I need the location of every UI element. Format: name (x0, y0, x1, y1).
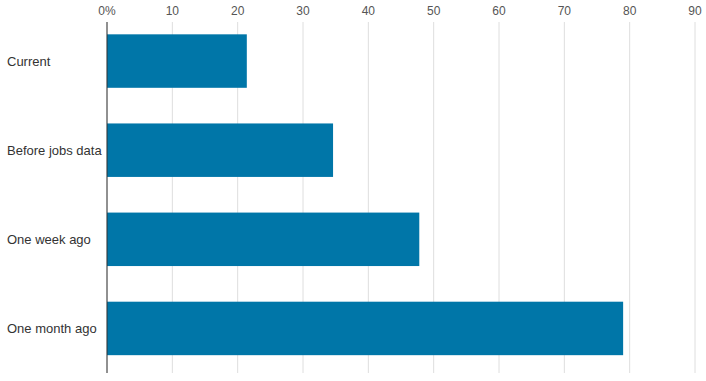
chart: 0% 10 20 30 40 50 60 70 80 90 Current Before jobs d… (0, 0, 706, 381)
grid (107, 22, 695, 373)
tick-label: 30 (296, 4, 310, 18)
tick-label: 90 (688, 4, 702, 18)
tick-label: 10 (166, 4, 180, 18)
tick-label: 0% (98, 4, 116, 18)
bar (107, 213, 419, 266)
bars (107, 34, 623, 355)
tick-label: 40 (362, 4, 376, 18)
axis-line (107, 22, 108, 373)
category-label: Before jobs data (7, 143, 102, 158)
bar (107, 302, 623, 355)
grid-line (695, 22, 696, 373)
tick-label: 70 (558, 4, 572, 18)
tick-label: 50 (427, 4, 441, 18)
bar (107, 34, 247, 87)
bar (107, 123, 333, 176)
category-label: Current (7, 54, 51, 69)
tick-label: 60 (492, 4, 506, 18)
category-labels: Current Before jobs data One week ago One m… (7, 54, 102, 336)
tick-label: 80 (623, 4, 637, 18)
tick-labels: 0% 10 20 30 40 50 60 70 80 90 (98, 4, 702, 18)
grid-line (629, 22, 630, 373)
tick-label: 20 (231, 4, 245, 18)
category-label: One week ago (7, 232, 91, 247)
category-label: One month ago (7, 321, 97, 336)
grid-line (107, 22, 108, 373)
